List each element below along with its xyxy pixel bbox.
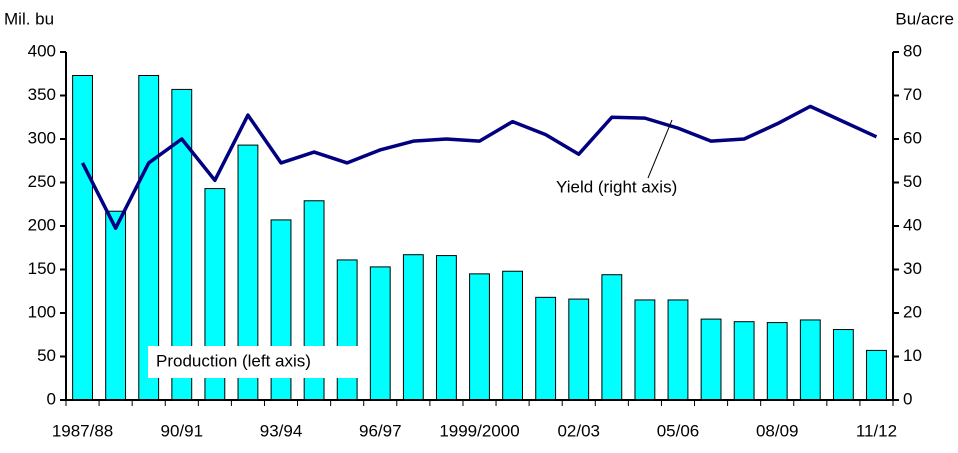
- bar: [336, 259, 358, 401]
- y2-axis-label: Bu/acre: [895, 9, 954, 28]
- bar: [700, 318, 722, 401]
- x-tick-label: 93/94: [260, 421, 303, 440]
- x-tick-label: 1999/2000: [439, 421, 519, 440]
- bar: [766, 322, 788, 401]
- y2-tick-label: 70: [903, 85, 922, 104]
- line: [80, 104, 878, 230]
- x-tick-label: 05/06: [657, 421, 700, 440]
- bar: [832, 329, 854, 401]
- y-tick-label: 250: [28, 172, 56, 191]
- y2-tick-label: 10: [903, 346, 922, 365]
- y2-tick-label: 40: [903, 215, 922, 234]
- y-tick-label: 50: [37, 346, 56, 365]
- bar: [435, 255, 457, 401]
- y-tick-label: 100: [28, 302, 56, 321]
- x-tick-label: 11/12: [856, 421, 897, 440]
- x-tick-label: 96/97: [359, 421, 402, 440]
- y2-tick-label: 0: [903, 389, 912, 408]
- x-tick-label: 90/91: [161, 421, 204, 440]
- bar: [105, 210, 127, 401]
- bar: [634, 299, 656, 401]
- x-tick-label: 1987/88: [52, 421, 113, 440]
- bar: [502, 270, 524, 401]
- bar: [469, 273, 490, 401]
- bar: [733, 321, 755, 401]
- series-label: Production (left axis): [156, 351, 311, 370]
- x-tick-label: 02/03: [557, 421, 600, 440]
- y-tick-label: 0: [47, 389, 56, 408]
- x-tick-label: 08/09: [756, 421, 799, 440]
- bar: [72, 74, 93, 401]
- y-tick-label: 350: [28, 85, 56, 104]
- y-tick-label: 400: [28, 41, 56, 60]
- bar: [667, 299, 689, 401]
- bar: [568, 298, 590, 401]
- bar: [535, 296, 557, 401]
- y2-tick-label: 20: [903, 302, 922, 321]
- y2-tick-label: 50: [903, 172, 922, 191]
- label-box: [148, 346, 360, 378]
- y-tick-label: 200: [28, 215, 56, 234]
- y2-tick-label: 80: [903, 41, 922, 60]
- y-axis-label: Mil. bu: [4, 9, 54, 28]
- bar: [402, 254, 424, 401]
- bar: [799, 319, 821, 401]
- y-tick-label: 150: [28, 259, 56, 278]
- bar: [369, 266, 391, 401]
- leader-line: [647, 119, 673, 179]
- series-label: Yield (right axis): [556, 177, 677, 196]
- y2-tick-label: 30: [903, 259, 922, 278]
- bar: [601, 274, 623, 401]
- bar: [866, 349, 887, 401]
- y2-tick-label: 60: [903, 128, 922, 147]
- y-tick-label: 300: [28, 128, 56, 147]
